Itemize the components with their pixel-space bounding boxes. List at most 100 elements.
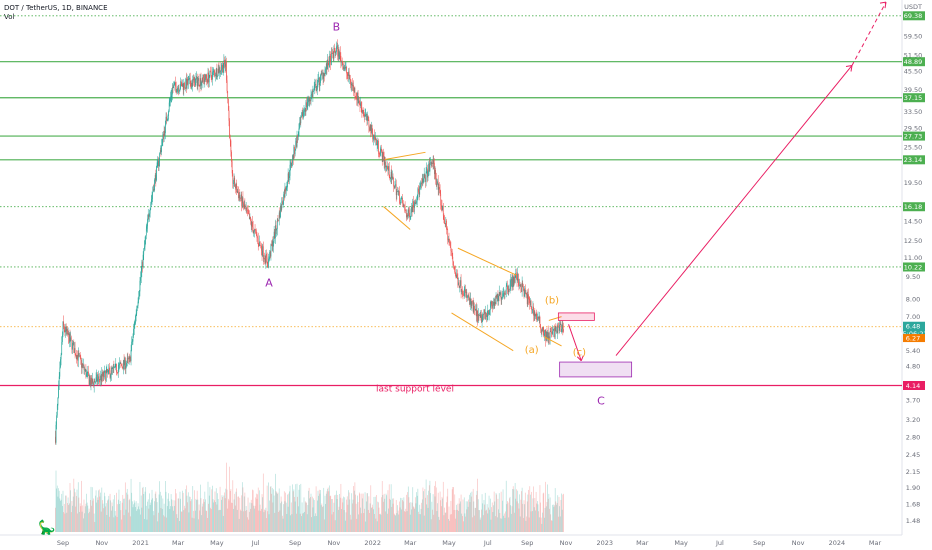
candle-body xyxy=(547,331,548,339)
volume-bar xyxy=(284,501,286,532)
candle-body xyxy=(292,155,294,159)
candle-body xyxy=(210,70,211,72)
candle-body xyxy=(183,82,185,90)
candle-body xyxy=(257,237,258,239)
candle-body xyxy=(260,245,262,246)
volume-bar xyxy=(503,513,505,532)
volume-bar xyxy=(523,500,525,532)
volume-bar xyxy=(441,506,442,532)
candle-body xyxy=(218,68,220,73)
volume-bar xyxy=(506,504,508,532)
candle-body xyxy=(131,341,133,350)
y-tick-label: 5.40 xyxy=(906,347,920,355)
volume-bar xyxy=(159,481,161,532)
volume-bar xyxy=(415,503,417,532)
y-tick-label: 25.50 xyxy=(904,144,923,152)
volume-bar xyxy=(165,480,166,532)
candle-body xyxy=(199,86,201,87)
candle-body xyxy=(348,71,350,80)
candle-body xyxy=(56,415,57,425)
volume-bar xyxy=(336,499,338,532)
volume-bar xyxy=(372,509,374,532)
volume-bar xyxy=(172,506,173,532)
candle-body xyxy=(486,313,487,317)
candle-body xyxy=(549,331,551,339)
volume-bar xyxy=(275,473,276,532)
volume-bar xyxy=(549,497,551,532)
candle-body xyxy=(198,78,200,87)
volume-bar xyxy=(207,481,209,532)
candle-body xyxy=(247,210,249,214)
volume-bar xyxy=(486,504,488,532)
candle-body xyxy=(135,315,136,324)
candle-body xyxy=(103,371,105,378)
candle-body xyxy=(389,176,391,180)
volume-bar xyxy=(456,504,457,532)
candle-body xyxy=(97,378,99,382)
candle-body xyxy=(232,173,234,184)
volume-bar xyxy=(552,504,553,532)
candle-body xyxy=(245,208,247,210)
volume-bar xyxy=(451,489,453,532)
candle-body xyxy=(252,222,253,228)
candle-body xyxy=(231,161,233,174)
candle-body xyxy=(110,374,112,378)
candle-body xyxy=(462,293,464,296)
volume-bar xyxy=(287,506,289,532)
volume-bar xyxy=(183,510,185,532)
volume-bar xyxy=(198,519,199,532)
candle-body xyxy=(138,296,140,302)
candle-body xyxy=(489,303,491,311)
volume-bar xyxy=(187,492,189,532)
candle-body xyxy=(299,122,301,124)
volume-bar xyxy=(181,511,183,532)
y-tick-label: 11.00 xyxy=(904,254,923,262)
candle-body xyxy=(286,187,288,189)
volume-bar xyxy=(529,486,531,532)
candle-body xyxy=(366,114,368,121)
volume-bar xyxy=(204,491,206,532)
candle-body xyxy=(507,289,509,292)
volume-bar xyxy=(157,521,159,532)
volume-bar xyxy=(271,493,272,532)
candle-body xyxy=(504,293,506,295)
candle-body xyxy=(184,82,185,88)
volume-bar xyxy=(444,512,446,532)
candle-body xyxy=(57,397,59,406)
candle-body xyxy=(379,151,381,155)
candle-body xyxy=(98,376,100,380)
volume-bar xyxy=(546,501,548,532)
candle-body xyxy=(145,235,147,240)
candle-body xyxy=(287,181,288,188)
candle-body xyxy=(445,220,447,224)
volume-bar xyxy=(523,517,524,532)
candle-body xyxy=(425,171,427,182)
volume-bar xyxy=(370,485,372,532)
volume-bar xyxy=(224,498,226,532)
y-tick-label: 1.90 xyxy=(906,484,920,492)
candle-body xyxy=(103,372,105,378)
volume-bar xyxy=(493,491,495,532)
volume-bar xyxy=(215,488,217,532)
volume-bar xyxy=(502,489,504,532)
volume-bar xyxy=(328,491,330,532)
volume-bar xyxy=(522,503,524,532)
candle-body xyxy=(238,192,239,199)
candle-body xyxy=(447,229,449,241)
volume-bar xyxy=(114,495,115,532)
volume-group xyxy=(55,462,564,532)
volume-bar xyxy=(411,509,412,532)
volume-bar xyxy=(532,498,534,532)
volume-bar xyxy=(400,497,402,532)
volume-bar xyxy=(180,511,182,532)
volume-bar xyxy=(482,515,484,532)
candle-body xyxy=(332,54,334,59)
candle-body xyxy=(352,85,354,87)
volume-bar xyxy=(143,493,145,532)
volume-bar xyxy=(250,508,251,532)
candle-body xyxy=(505,293,506,295)
candle-body xyxy=(301,112,303,117)
candle-body xyxy=(333,47,335,59)
candle-body xyxy=(209,70,211,78)
